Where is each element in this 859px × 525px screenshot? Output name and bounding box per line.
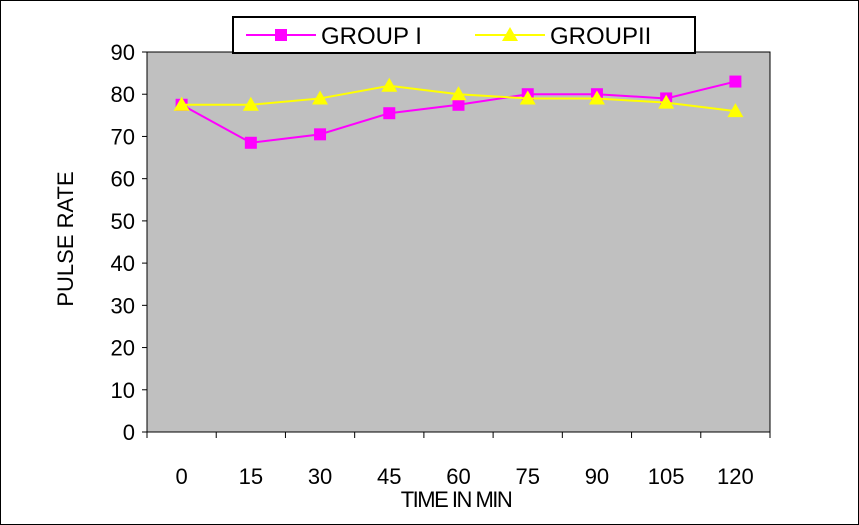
x-axis-title: TIME IN MIN (401, 487, 512, 512)
x-tick-label: 30 (308, 464, 332, 489)
y-tick-label: 40 (111, 251, 135, 276)
legend-marker (275, 29, 287, 41)
legend-label: GROUPII (550, 23, 651, 50)
y-tick-label: 30 (111, 293, 135, 318)
data-point (381, 77, 398, 92)
data-point (727, 103, 744, 118)
data-point (450, 86, 467, 101)
data-point (312, 90, 329, 105)
data-point (588, 90, 605, 105)
legend-item-2: GROUPII (475, 23, 651, 50)
legend-label: GROUP I (321, 23, 422, 50)
y-axis: 0 10 20 30 40 50 60 70 80 90 (111, 40, 148, 445)
x-tick-label: 120 (717, 464, 754, 489)
y-tick-label: 80 (111, 82, 135, 107)
data-point (242, 96, 259, 111)
data-point (383, 107, 396, 120)
y-tick-label: 0 (123, 420, 135, 445)
data-point (173, 96, 190, 111)
x-axis: 0 15 30 45 60 75 90 105 120 (146, 431, 771, 489)
data-point (314, 128, 327, 141)
x-tick-label: 105 (648, 464, 685, 489)
y-axis-title: PULSE RATE (53, 171, 78, 306)
legend-item-1: GROUP I (246, 23, 422, 50)
y-tick-label: 50 (111, 209, 135, 234)
series-layer (173, 75, 744, 149)
data-point (452, 98, 465, 111)
x-tick-label: 45 (377, 464, 401, 489)
legend-marker (502, 27, 518, 41)
data-point (729, 75, 742, 88)
data-point (244, 136, 257, 149)
data-point (519, 90, 536, 105)
plot-area (146, 51, 771, 433)
series-2 (173, 77, 744, 118)
x-tick-label: 90 (585, 464, 609, 489)
data-point (658, 94, 675, 109)
legend: GROUP I GROUPII (232, 16, 696, 54)
y-tick-label: 90 (111, 40, 135, 65)
y-tick-label: 20 (111, 336, 135, 361)
x-tick-label: 0 (175, 464, 187, 489)
y-tick-label: 10 (111, 378, 135, 403)
y-tick-label: 70 (111, 124, 135, 149)
x-tick-label: 60 (446, 464, 470, 489)
x-tick-label: 15 (239, 464, 263, 489)
y-tick-label: 60 (111, 167, 135, 192)
x-tick-label: 75 (515, 464, 539, 489)
